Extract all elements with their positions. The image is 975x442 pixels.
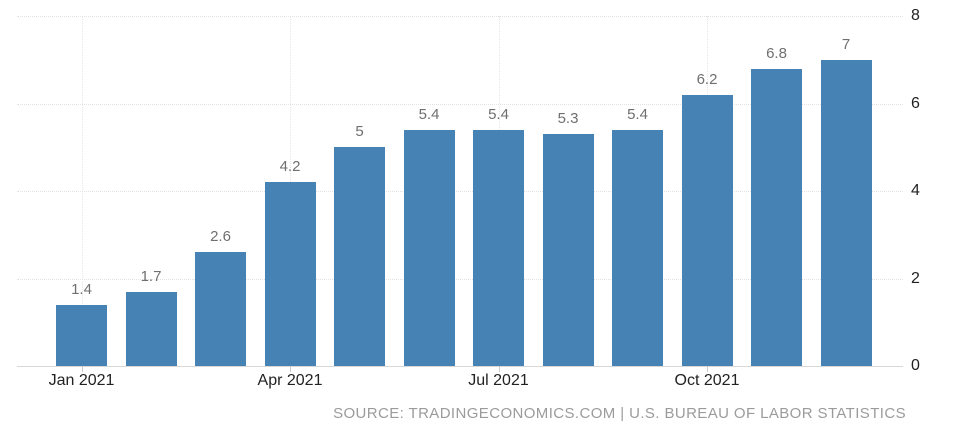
y-axis-label-2: 2 <box>911 269 920 287</box>
gridline-x-jan-2021 <box>81 16 83 366</box>
bar-apr-2021[interactable] <box>264 182 316 366</box>
x-tick-mark <box>707 366 708 372</box>
y-axis-label-8: 8 <box>911 7 920 24</box>
gridline-y-2 <box>17 278 903 280</box>
bar-sep-2021[interactable] <box>612 129 663 366</box>
y-axis-label-4: 4 <box>911 182 920 199</box>
y-axis-label-6: 6 <box>911 94 920 112</box>
bar-value-label: 4.2 <box>279 158 301 176</box>
bar-value-label: 5.4 <box>627 105 648 123</box>
bar-value-label: 6.2 <box>696 70 718 88</box>
gridline-y-4 <box>17 191 903 192</box>
bar-dec-2021[interactable] <box>820 59 872 366</box>
bar-may-2021[interactable] <box>334 147 385 366</box>
bar-jul-2021[interactable] <box>473 129 524 366</box>
y-axis-label-0: 0 <box>911 357 920 374</box>
bar-jan-2021[interactable] <box>56 304 107 366</box>
x-axis-label-jan-2021: Jan 2021 <box>48 372 115 389</box>
bar-oct-2021[interactable] <box>681 94 733 366</box>
x-axis-label-oct-2021: Oct 2021 <box>674 372 740 389</box>
gridline-y-0 <box>17 366 903 367</box>
x-tick-mark <box>290 366 291 372</box>
bar-value-label: 2.6 <box>210 228 231 246</box>
bar-value-label: 5.3 <box>557 110 579 128</box>
bar-jun-2021[interactable] <box>403 129 455 366</box>
bar-aug-2021[interactable] <box>542 134 594 366</box>
bar-value-label: 5.4 <box>418 105 440 123</box>
bar-value-label: 6.8 <box>766 44 787 62</box>
x-tick-mark <box>498 366 500 372</box>
x-axis-label-apr-2021: Apr 2021 <box>257 372 323 389</box>
gridline-y-6 <box>17 103 903 105</box>
bar-value-label: 5.4 <box>488 105 509 123</box>
bar-value-label: 7 <box>841 35 851 53</box>
bar-value-label: 1.4 <box>71 280 92 298</box>
x-tick-mark <box>81 366 83 372</box>
plot-area: 1.4 1.7 2.6 4.2 5 5.4 5.4 5.3 5.4 6.2 6.8 7 <box>17 16 903 367</box>
bar-value-label: 5 <box>355 123 364 141</box>
bar-value-label: 1.7 <box>140 267 162 285</box>
bar-feb-2021[interactable] <box>125 291 177 366</box>
bar-mar-2021[interactable] <box>195 252 246 366</box>
x-axis-label-jul-2021: Jul 2021 <box>468 372 529 389</box>
gridline-y-8 <box>17 16 903 17</box>
bar-nov-2021[interactable] <box>751 68 802 366</box>
source-attribution: SOURCE: TRADINGECONOMICS.COM | U.S. BURE… <box>333 405 906 422</box>
